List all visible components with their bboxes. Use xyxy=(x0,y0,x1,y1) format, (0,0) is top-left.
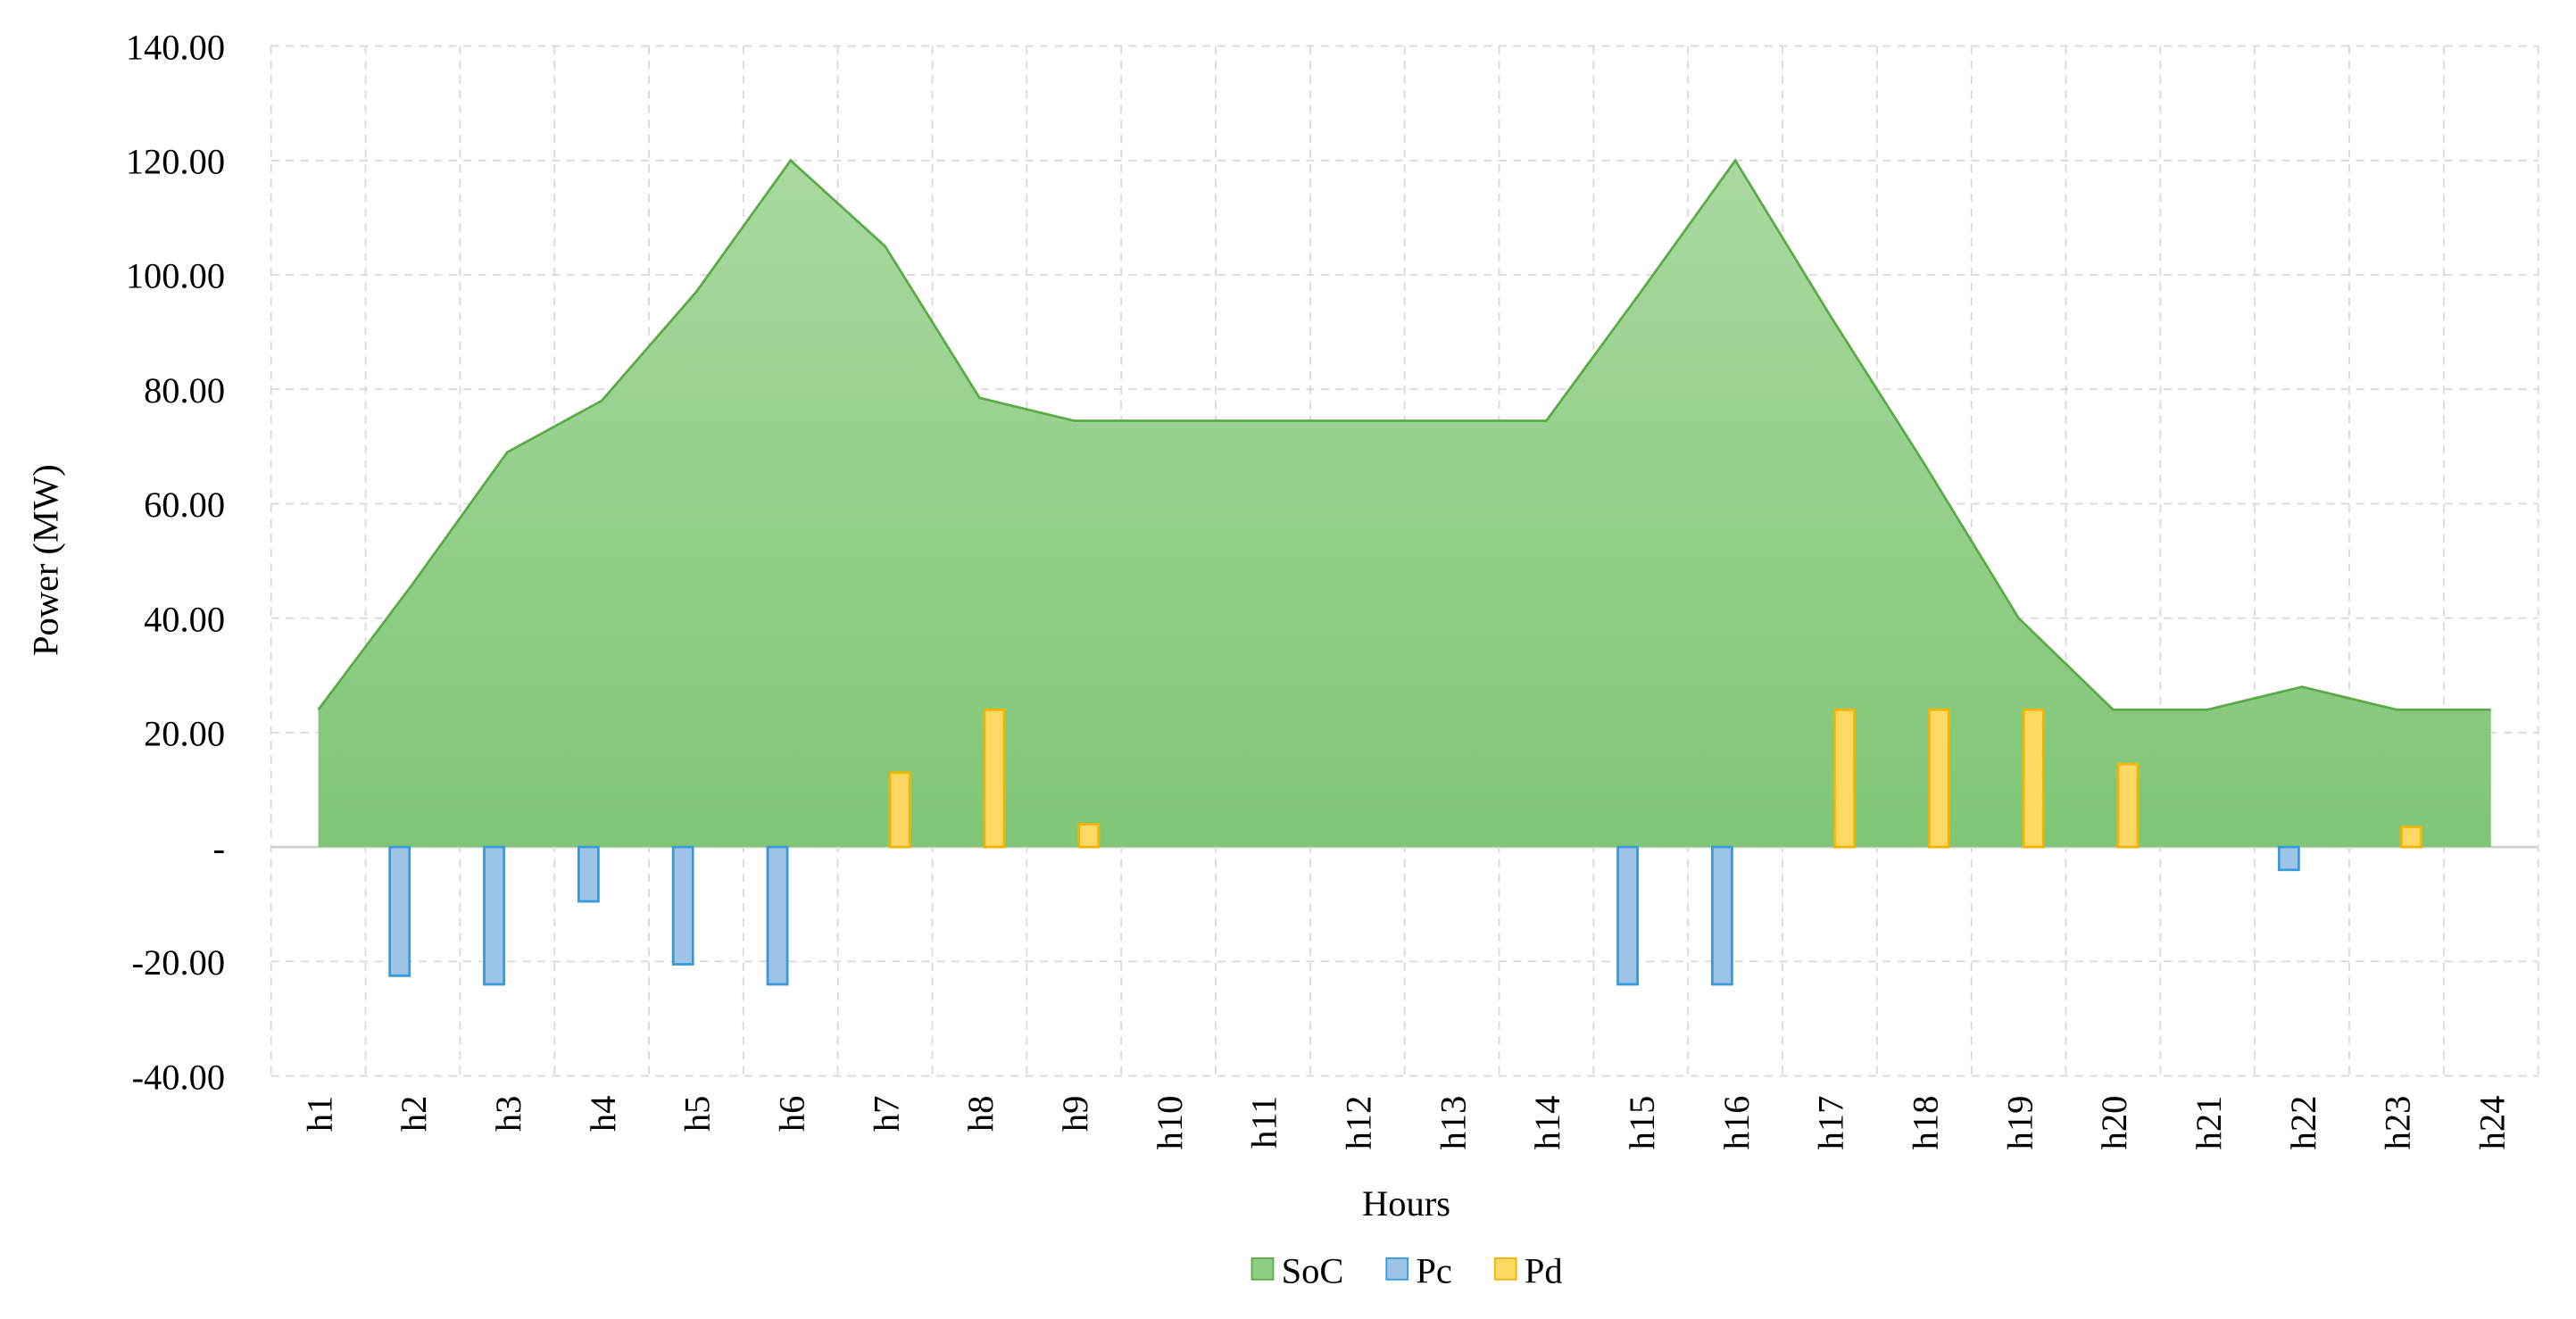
x-tick-label: h19 xyxy=(1999,1096,2040,1150)
y-tick-label: 140.00 xyxy=(126,27,225,67)
x-tick-label: h4 xyxy=(583,1096,623,1132)
y-axis-title: Power (MW) xyxy=(25,464,65,656)
legend-label: SoC xyxy=(1282,1250,1344,1290)
soc-area xyxy=(318,160,2491,848)
x-tick-label: h21 xyxy=(2189,1096,2229,1150)
soc-line xyxy=(317,158,2491,711)
bar xyxy=(1077,823,1101,849)
legend: SoC Pc Pd xyxy=(1251,1250,1563,1290)
bar xyxy=(388,845,411,977)
y-tick-label: -40.00 xyxy=(132,1057,226,1097)
x-tick-label: h17 xyxy=(1811,1096,1851,1150)
x-tick-label: h14 xyxy=(1527,1096,1567,1150)
bar xyxy=(888,771,911,849)
marks xyxy=(317,158,2491,986)
x-tick-label: h23 xyxy=(2378,1096,2418,1150)
x-tick-label: h22 xyxy=(2283,1096,2323,1150)
x-tick-label: h15 xyxy=(1622,1096,1662,1150)
bar xyxy=(483,845,505,986)
legend-label: Pc xyxy=(1416,1250,1452,1290)
bar xyxy=(983,708,1006,849)
bar xyxy=(2022,708,2045,849)
x-tick-label: h12 xyxy=(1338,1096,1378,1150)
y-tick-label: 80.00 xyxy=(144,370,225,411)
bar xyxy=(2277,845,2300,872)
x-tick-label: h10 xyxy=(1150,1096,1190,1150)
y-tick-label: 100.00 xyxy=(126,256,225,296)
x-tick-label: h9 xyxy=(1055,1096,1095,1132)
y-tick-label: 20.00 xyxy=(144,714,225,754)
bar xyxy=(1833,708,1856,849)
x-tick-label: h8 xyxy=(960,1096,1001,1132)
legend-label: Pd xyxy=(1525,1250,1563,1290)
x-tick-label: h13 xyxy=(1433,1096,1473,1150)
legend-swatch xyxy=(1385,1257,1409,1281)
y-tick-label: 60.00 xyxy=(144,485,225,525)
bar xyxy=(671,845,694,966)
bar xyxy=(766,845,789,986)
x-tick-label: h2 xyxy=(394,1096,434,1132)
x-tick-label: h6 xyxy=(771,1096,811,1132)
y-tick-label: -20.00 xyxy=(132,942,226,983)
y-tick-label: 120.00 xyxy=(126,142,225,182)
x-tick-label: h1 xyxy=(299,1096,339,1132)
x-tick-label: h16 xyxy=(1716,1096,1757,1150)
x-tick-label: h11 xyxy=(1244,1096,1284,1149)
legend-swatch xyxy=(1251,1257,1275,1281)
x-tick-label: h18 xyxy=(1905,1096,1945,1150)
bar xyxy=(577,845,600,903)
x-tick-label: h20 xyxy=(2094,1096,2134,1150)
bar xyxy=(1710,845,1733,986)
legend-swatch xyxy=(1493,1257,1517,1281)
x-tick-label: h5 xyxy=(677,1096,718,1132)
x-tick-label: h24 xyxy=(2472,1096,2512,1150)
bar xyxy=(1927,708,1950,849)
x-tick-label: h3 xyxy=(488,1096,528,1132)
y-tick-label: 40.00 xyxy=(144,599,225,639)
bar xyxy=(2400,825,2422,849)
x-axis-title: Hours xyxy=(1362,1183,1450,1224)
bar xyxy=(2116,762,2140,849)
bar xyxy=(1616,845,1639,986)
x-tick-label: h7 xyxy=(866,1096,906,1132)
y-tick-label: - xyxy=(213,828,225,868)
